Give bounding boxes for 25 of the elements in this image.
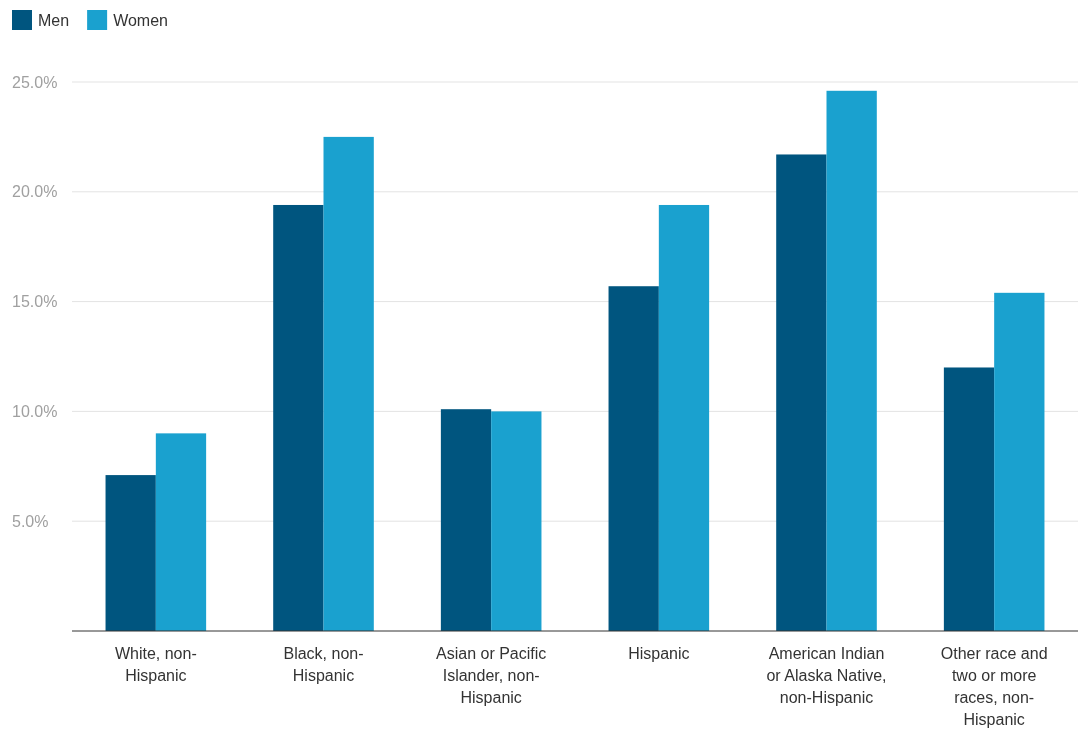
y-tick-label: 20.0%	[12, 183, 58, 201]
bar	[323, 136, 374, 631]
bar	[994, 292, 1045, 631]
x-tick-label: Black, non-Hispanic	[283, 645, 364, 684]
y-tick-label: 25.0%	[12, 73, 58, 91]
bar	[105, 475, 156, 631]
bar	[491, 411, 542, 631]
y-tick-label: 10.0%	[12, 403, 58, 420]
x-tick-label: Other race and two or more races, non-Hispanic	[940, 645, 1048, 728]
bar	[273, 204, 324, 631]
bar	[658, 204, 710, 631]
bar	[155, 433, 207, 631]
x-tick-label: Asian or Pacific Islander, non-Hispanic	[436, 645, 547, 706]
x-tick-label: American Indian or Alaska Native, non-Hispanic	[766, 645, 887, 706]
bar	[943, 367, 995, 631]
bar	[440, 409, 492, 631]
bar	[776, 154, 827, 631]
legend-label: Men	[38, 11, 70, 29]
y-tick-label: 5.0%	[12, 512, 49, 530]
bar	[826, 90, 877, 631]
y-tick-label: 15.0%	[12, 293, 58, 311]
bar	[608, 286, 659, 631]
x-tick-label: White, non-Hispanic	[114, 645, 197, 684]
legend-label: Women	[113, 11, 168, 29]
x-tick-label: Hispanic	[628, 645, 690, 662]
